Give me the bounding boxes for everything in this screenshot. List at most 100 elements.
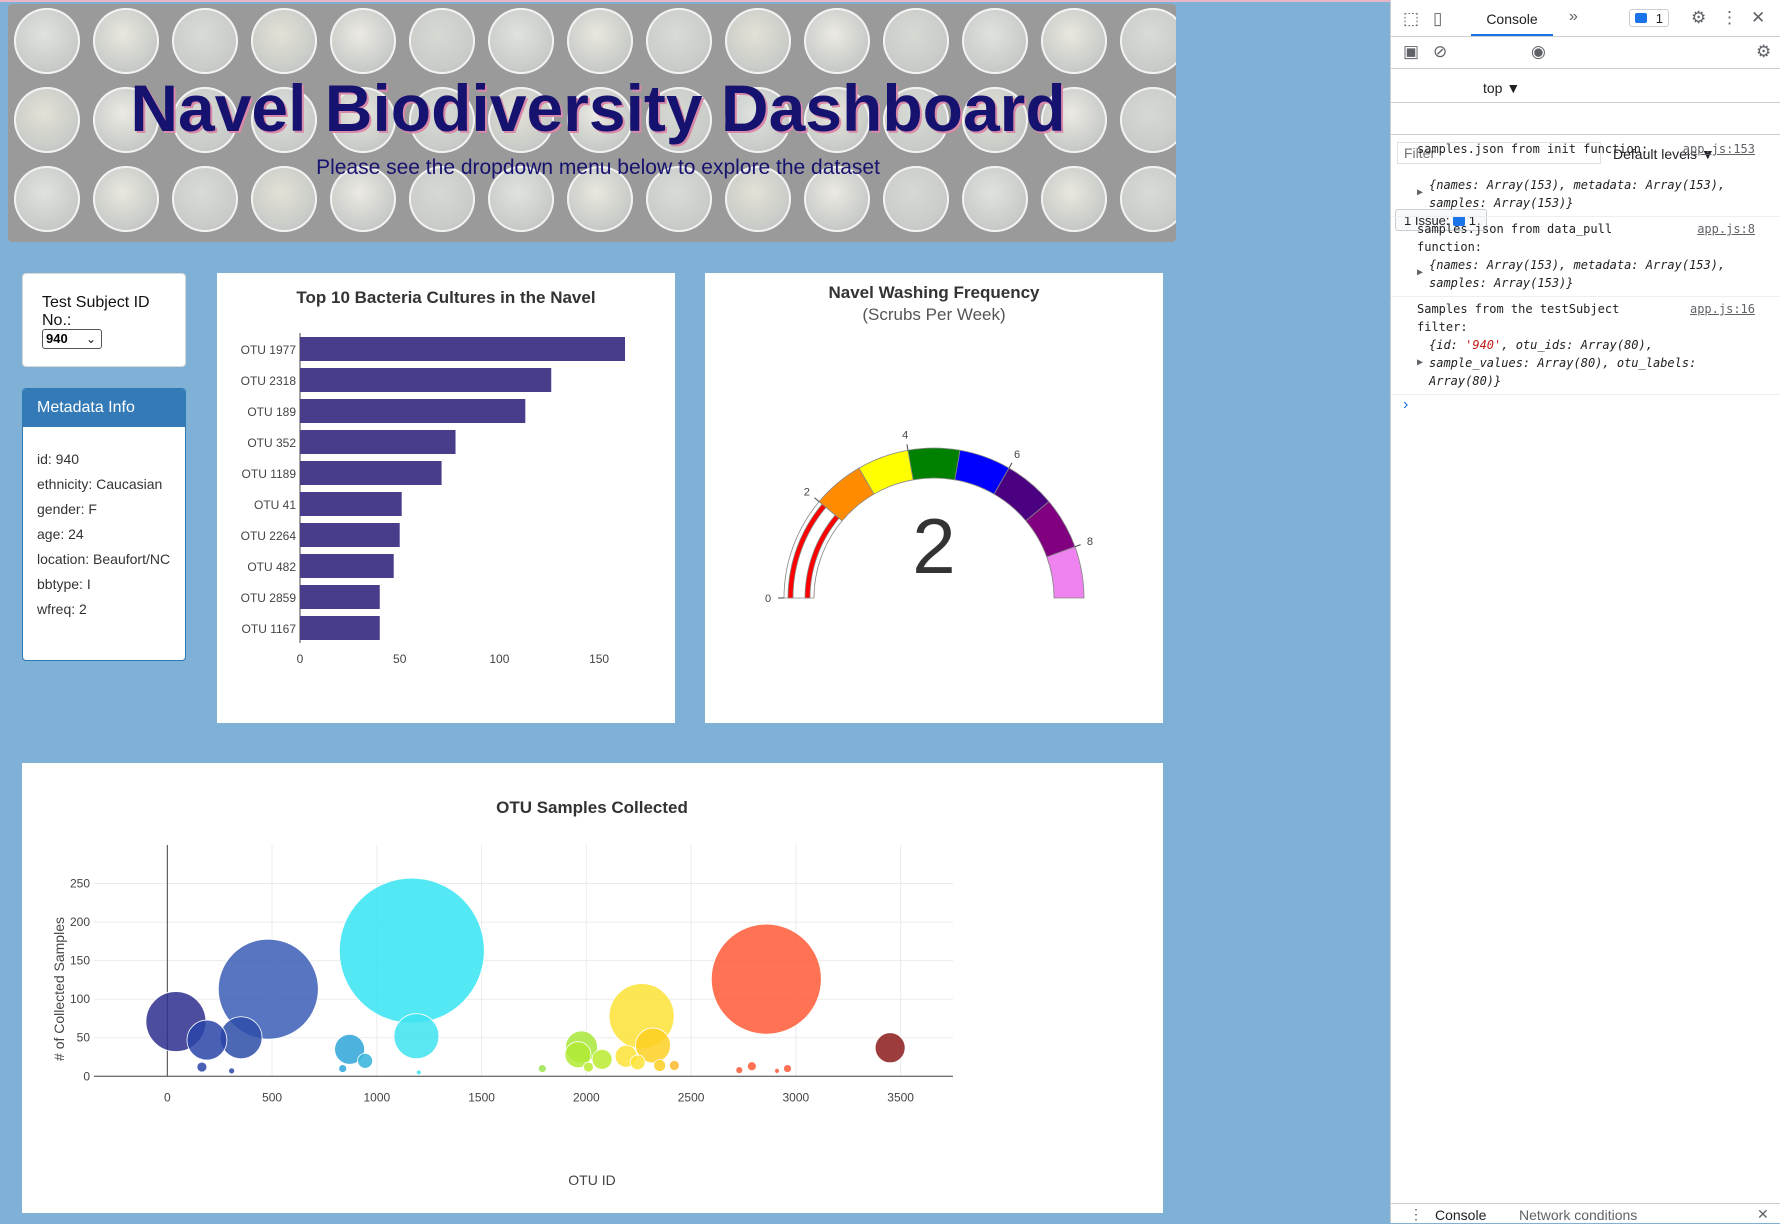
- bubble-point[interactable]: [774, 1067, 780, 1074]
- messages-count: 1: [1655, 11, 1663, 26]
- device-toolbar-icon[interactable]: ▯: [1433, 9, 1443, 28]
- bar[interactable]: [300, 337, 626, 361]
- bubble-point[interactable]: [874, 1032, 906, 1064]
- bubble-point[interactable]: [783, 1064, 792, 1073]
- bubble-point[interactable]: [564, 1041, 592, 1069]
- log-object[interactable]: {names: Array(153), metadata: Array(153)…: [1429, 258, 1726, 290]
- petri-dish: [883, 87, 949, 153]
- messages-badge[interactable]: 1: [1629, 9, 1669, 27]
- petri-dish: [14, 8, 80, 74]
- petri-dish: [172, 8, 238, 74]
- inspect-element-icon[interactable]: ⬚: [1403, 9, 1420, 28]
- more-tabs-icon[interactable]: »: [1569, 8, 1578, 25]
- console-prompt-icon[interactable]: ›: [1403, 396, 1409, 413]
- bubble-point[interactable]: [338, 1064, 348, 1073]
- header-banner: Navel Biodiversity Dashboard Please see …: [8, 4, 1176, 242]
- gauge-chart-panel: Navel Washing Frequency (Scrubs Per Week…: [705, 273, 1163, 723]
- bar[interactable]: [300, 585, 380, 609]
- bubble-point[interactable]: [334, 1033, 366, 1065]
- petri-dish: [330, 166, 396, 232]
- petri-dish: [567, 8, 633, 74]
- bubble-x-tick-label: 2000: [573, 1090, 600, 1104]
- bubble-x-tick-label: 500: [262, 1090, 282, 1104]
- expand-triangle-icon[interactable]: ▶: [1417, 267, 1424, 278]
- bar[interactable]: [300, 399, 526, 423]
- log-levels-dropdown[interactable]: Default levels ▼: [1613, 146, 1715, 162]
- console-filter-input[interactable]: [1397, 142, 1601, 164]
- gauge-tick: [814, 497, 820, 502]
- bubble-point[interactable]: [196, 1061, 208, 1073]
- subject-id-dropdown[interactable]: 940: [42, 329, 102, 349]
- bubble-point[interactable]: [415, 1069, 422, 1076]
- clear-console-icon[interactable]: ⊘: [1433, 42, 1448, 61]
- live-expression-eye-icon[interactable]: ◉: [1531, 42, 1546, 61]
- bar-category-label: OTU 352: [247, 436, 296, 450]
- log-source-link[interactable]: app.js:16: [1689, 302, 1755, 316]
- log-source-link[interactable]: app.js:153: [1682, 142, 1755, 156]
- expand-triangle-icon[interactable]: ▶: [1417, 187, 1424, 198]
- subject-select-label: Test Subject ID No.:: [42, 294, 150, 329]
- subject-select-panel: Test Subject ID No.: 940 ⌄: [22, 273, 186, 367]
- bubble-point[interactable]: [537, 1064, 547, 1073]
- close-devtools-icon[interactable]: ✕: [1751, 8, 1766, 27]
- bar-chart[interactable]: Top 10 Bacteria Cultures in the Navel OT…: [217, 273, 675, 723]
- log-object[interactable]: {id: '940', otu_ids: Array(80), sample_v…: [1429, 336, 1749, 390]
- drawer-menu-icon[interactable]: ⋮: [1409, 1206, 1423, 1222]
- bar[interactable]: [300, 616, 380, 640]
- bar[interactable]: [300, 461, 442, 485]
- bar[interactable]: [300, 430, 456, 454]
- metadata-list: id: 940 ethnicity: Caucasian gender: F a…: [23, 427, 185, 617]
- bubble-point[interactable]: [338, 877, 485, 1024]
- drawer-tab-network-conditions[interactable]: Network conditions: [1519, 1207, 1638, 1223]
- bubble-chart[interactable]: OTU Samples Collected OTU ID # of Collec…: [22, 763, 1163, 1213]
- bubble-x-tick-label: 2500: [678, 1090, 705, 1104]
- bar[interactable]: [300, 492, 402, 516]
- bar-category-label: OTU 1189: [242, 467, 297, 481]
- gauge-chart[interactable]: Navel Washing Frequency (Scrubs Per Week…: [705, 273, 1163, 723]
- bubble-x-tick-label: 1000: [363, 1090, 390, 1104]
- bubble-point[interactable]: [583, 1061, 594, 1073]
- bar-chart-title: Top 10 Bacteria Cultures in the Navel: [296, 288, 595, 307]
- bubble-point[interactable]: [746, 1061, 757, 1072]
- log-source-link[interactable]: app.js:8: [1697, 222, 1755, 236]
- bubble-point[interactable]: [217, 938, 319, 1040]
- drawer-close-icon[interactable]: ✕: [1757, 1206, 1769, 1222]
- bar-category-label: OTU 2264: [241, 529, 297, 543]
- bubble-point[interactable]: [668, 1060, 680, 1071]
- bar[interactable]: [300, 523, 400, 547]
- issues-bar: 1 Issue: 1: [1391, 102, 1780, 231]
- more-options-icon[interactable]: ⋮: [1721, 8, 1738, 27]
- bubble-point[interactable]: [635, 1027, 671, 1064]
- bubble-point[interactable]: [735, 1066, 744, 1075]
- bubble-point[interactable]: [393, 1013, 440, 1060]
- bubble-point[interactable]: [591, 1048, 613, 1070]
- bubble-point[interactable]: [710, 923, 822, 1035]
- bubble-point[interactable]: [228, 1067, 236, 1075]
- bubble-point[interactable]: [629, 1054, 646, 1071]
- bar[interactable]: [300, 554, 394, 578]
- bar-category-label: OTU 189: [247, 405, 296, 419]
- chevron-down-icon: ⌄: [86, 332, 97, 346]
- settings-gear-icon[interactable]: ⚙: [1691, 8, 1707, 27]
- sidebar-toggle-icon[interactable]: ▣: [1403, 42, 1420, 61]
- expand-triangle-icon[interactable]: ▶: [1417, 357, 1424, 368]
- page-subtitle: Please see the dropdown menu below to ex…: [316, 156, 880, 179]
- console-settings-gear-icon[interactable]: ⚙: [1756, 42, 1772, 61]
- drawer-tab-console[interactable]: Console: [1435, 1207, 1487, 1223]
- log-object[interactable]: {names: Array(153), metadata: Array(153)…: [1429, 178, 1726, 210]
- petri-dish: [725, 87, 791, 153]
- petri-dish: [251, 8, 317, 74]
- tab-console[interactable]: Console: [1471, 0, 1553, 36]
- context-dropdown[interactable]: top ▼: [1483, 80, 1521, 96]
- gauge-value-bar: [804, 514, 840, 599]
- bubble-y-tick-label: 0: [83, 1069, 90, 1083]
- bar[interactable]: [300, 368, 552, 392]
- bubble-point[interactable]: [186, 1019, 228, 1061]
- bubble-point[interactable]: [357, 1052, 374, 1069]
- petri-dish: [646, 166, 712, 232]
- metadata-panel: Metadata Info id: 940 ethnicity: Caucasi…: [22, 388, 186, 661]
- bubble-y-tick-label: 50: [77, 1031, 91, 1045]
- gauge-title: Navel Washing Frequency: [829, 283, 1041, 302]
- bubble-point[interactable]: [653, 1059, 667, 1072]
- petri-dish: [804, 8, 870, 74]
